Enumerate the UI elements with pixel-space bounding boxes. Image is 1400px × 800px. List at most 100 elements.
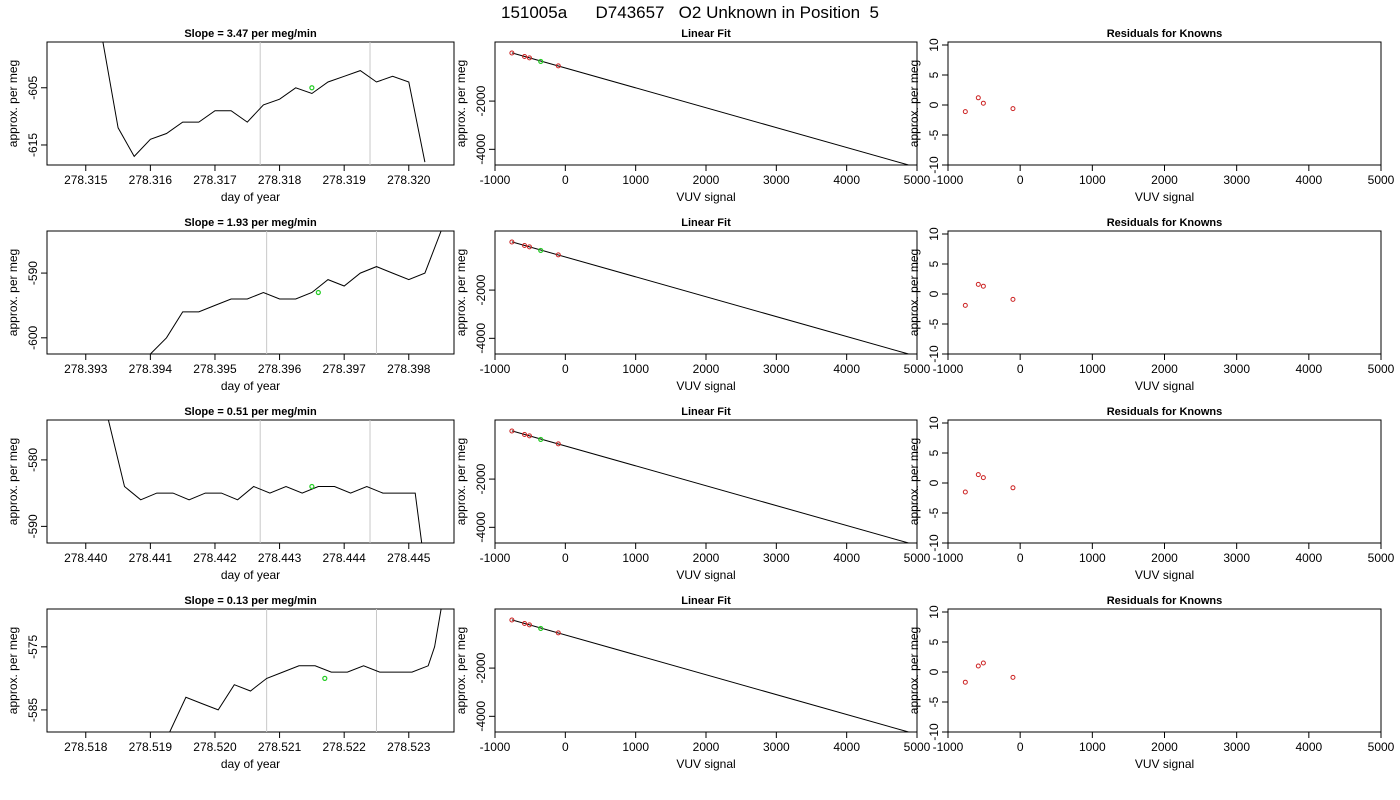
x-tick-label: -1000 xyxy=(933,740,964,754)
y-tick-label: -4000 xyxy=(474,323,488,354)
x-tick-label: 278.318 xyxy=(258,173,302,187)
panel-residuals-row-1: Residuals for Knowns VUV signal approx. pe… xyxy=(907,28,1395,204)
y-tick-label: -5 xyxy=(927,696,941,707)
x-tick-label: 278.317 xyxy=(193,173,237,187)
x-axis-label: VUV signal xyxy=(1135,568,1194,582)
y-tick-label: -4000 xyxy=(474,512,488,543)
x-tick-label: 5000 xyxy=(904,362,931,376)
y-axis-label: approx. per meg xyxy=(907,249,921,336)
x-tick-label: 4000 xyxy=(833,362,860,376)
x-tick-label: 5000 xyxy=(1368,173,1395,187)
panel-residuals-row-2: Residuals for Knowns VUV signal approx. pe… xyxy=(907,217,1395,393)
residual-point xyxy=(980,475,986,481)
highlight-point xyxy=(322,675,328,681)
panel-grid: Slope = 3.47 per meg/min day of year appro… xyxy=(6,28,1395,771)
panel-timeseries-row-4: Slope = 0.13 per meg/min day of year appro… xyxy=(6,595,455,771)
fit-line xyxy=(511,52,909,165)
plot-area xyxy=(962,281,1016,308)
panel-residuals-row-3: Residuals for Knowns VUV signal approx. pe… xyxy=(907,406,1395,582)
x-tick-label: 5000 xyxy=(904,173,931,187)
x-tick-label: 0 xyxy=(1017,173,1024,187)
x-tick-label: 3000 xyxy=(1223,551,1250,565)
x-tick-label: 278.396 xyxy=(258,362,302,376)
y-axis-label: approx. per meg xyxy=(6,627,20,714)
residual-point xyxy=(1010,106,1016,112)
known-point xyxy=(509,50,515,56)
y-tick-label: 10 xyxy=(927,227,941,241)
x-tick-label: 5000 xyxy=(1368,740,1395,754)
y-tick-label: -575 xyxy=(26,635,40,659)
x-tick-label: 278.319 xyxy=(322,173,366,187)
y-tick-label: 5 xyxy=(927,449,941,456)
plot-frame xyxy=(46,419,455,544)
x-tick-label: 278.440 xyxy=(64,551,108,565)
x-tick-label: 278.521 xyxy=(258,740,302,754)
known-point xyxy=(522,431,528,437)
y-tick-label: -5 xyxy=(927,507,941,518)
known-point xyxy=(555,63,561,69)
known-point xyxy=(555,252,561,258)
x-tick-label: 4000 xyxy=(833,740,860,754)
x-tick-label: 278.395 xyxy=(193,362,237,376)
y-tick-label: 0 xyxy=(927,668,941,675)
x-tick-label: 0 xyxy=(1017,362,1024,376)
plot-area xyxy=(509,50,909,165)
known-point xyxy=(526,433,532,439)
x-tick-label: -1000 xyxy=(480,551,511,565)
panel-linear_fit-row-3: Linear Fit VUV signal approx. per meg -1000… xyxy=(454,406,931,582)
highlight-point xyxy=(315,289,321,296)
x-tick-label: 0 xyxy=(562,551,569,565)
y-axis-label: approx. per meg xyxy=(907,60,921,147)
x-tick-label: 278.520 xyxy=(193,740,237,754)
x-tick-label: -1000 xyxy=(480,362,511,376)
plot-frame xyxy=(46,230,455,355)
x-tick-label: 278.443 xyxy=(258,551,302,565)
x-tick-label: 3000 xyxy=(1223,362,1250,376)
x-tick-label: 2000 xyxy=(1151,362,1178,376)
y-tick-label: -615 xyxy=(26,133,40,157)
residual-point xyxy=(975,95,981,101)
residual-point xyxy=(1010,485,1016,491)
x-tick-label: 5000 xyxy=(904,551,931,565)
series-trace-line xyxy=(107,420,423,543)
residual-point xyxy=(962,679,968,685)
x-tick-label: 3000 xyxy=(763,740,790,754)
y-axis-label: approx. per meg xyxy=(6,249,20,336)
x-axis-label: VUV signal xyxy=(1135,190,1194,204)
panel-linear_fit-row-2: Linear Fit VUV signal approx. per meg -1000… xyxy=(454,217,931,393)
plot-area xyxy=(509,239,909,354)
panel-timeseries-row-3: Slope = 0.51 per meg/min day of year appro… xyxy=(6,406,455,582)
panel-linear_fit-row-1: Linear Fit VUV signal approx. per meg -1000… xyxy=(454,28,931,204)
known-point xyxy=(526,244,532,250)
panel-timeseries-row-2: Slope = 1.93 per meg/min day of year appro… xyxy=(6,217,455,393)
x-tick-label: 1000 xyxy=(1079,173,1106,187)
known-point xyxy=(522,242,528,248)
y-tick-label: -580 xyxy=(26,448,40,472)
y-tick-label: 5 xyxy=(927,260,941,267)
panel-title: Residuals for Knowns xyxy=(1107,406,1223,418)
x-tick-label: 278.523 xyxy=(387,740,431,754)
x-axis-label: day of year xyxy=(221,190,280,204)
plot-area xyxy=(150,231,442,354)
x-tick-label: 2000 xyxy=(1151,740,1178,754)
x-axis-label: VUV signal xyxy=(676,757,735,771)
plot-area xyxy=(962,472,1016,495)
y-tick-label: 10 xyxy=(927,605,941,619)
y-axis-label: approx. per meg xyxy=(907,627,921,714)
panel-linear_fit-row-4: Linear Fit VUV signal approx. per meg -1000… xyxy=(454,595,931,771)
y-tick-label: -10 xyxy=(927,723,941,741)
panel-residuals-row-4: Residuals for Knowns VUV signal approx. pe… xyxy=(907,595,1395,771)
panel-timeseries-row-1: Slope = 3.47 per meg/min day of year appro… xyxy=(6,28,455,204)
x-tick-label: 3000 xyxy=(763,551,790,565)
plot-area xyxy=(102,42,426,165)
y-axis-label: approx. per meg xyxy=(6,60,20,147)
x-tick-label: -1000 xyxy=(480,173,511,187)
x-tick-label: 2000 xyxy=(693,362,720,376)
panel-title: Residuals for Knowns xyxy=(1107,217,1223,229)
x-tick-label: 278.441 xyxy=(129,551,173,565)
y-axis-label: approx. per meg xyxy=(454,627,468,714)
y-axis-label: approx. per meg xyxy=(907,438,921,525)
plot-area xyxy=(962,660,1016,685)
x-tick-label: 278.320 xyxy=(387,173,431,187)
